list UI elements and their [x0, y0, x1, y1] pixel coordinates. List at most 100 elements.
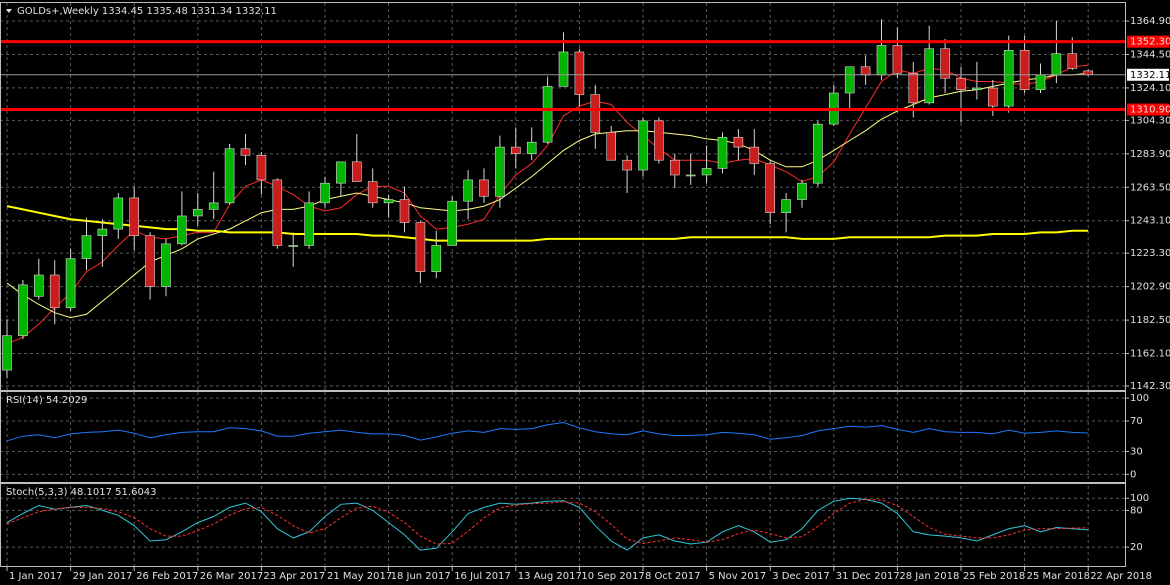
- x-tick-label: 25 Feb 2018: [963, 571, 1025, 582]
- series-line: [6, 205, 1089, 242]
- candle-body: [510, 146, 521, 154]
- y-tick-label: 1324.10: [1130, 83, 1170, 94]
- candle-body: [65, 258, 76, 309]
- rsi-pane: [0, 391, 1126, 483]
- y-tick-label: 1243.10: [1130, 216, 1170, 227]
- x-tick-label: 3 Dec 2017: [772, 571, 830, 582]
- candle-body: [177, 215, 187, 245]
- candle-body: [1035, 74, 1046, 91]
- candle-body: [129, 197, 139, 236]
- candle-body: [654, 120, 664, 161]
- candle-body: [558, 51, 569, 87]
- series-line: [6, 498, 1089, 545]
- y-tick-label: 1202.90: [1130, 282, 1170, 293]
- candle-body: [638, 120, 648, 171]
- x-tick-label: 31 Dec 2017: [836, 571, 900, 582]
- grid: [0, 3, 1125, 566]
- candle-body: [1051, 53, 1062, 76]
- menu-arrow: [6, 9, 12, 13]
- candle-body: [669, 159, 680, 176]
- candle-body: [590, 94, 601, 133]
- candle-body: [113, 197, 124, 230]
- x-tick-label: 18 Jun 2017: [391, 571, 451, 582]
- candle-body: [97, 228, 108, 236]
- y-tick-label: 100: [1130, 493, 1149, 504]
- y-tick-label: 1182.50: [1130, 315, 1170, 326]
- candle-body: [765, 163, 776, 213]
- candle-body: [272, 179, 283, 246]
- candle-body: [876, 45, 887, 76]
- x-tick-label: 26 Feb 2017: [136, 571, 198, 582]
- x-tick-label: 5 Nov 2017: [709, 571, 767, 582]
- x-tick-label: 25 Mar 2018: [1027, 571, 1090, 582]
- x-tick-label: 13 Aug 2017: [518, 571, 582, 582]
- labels: 1 Jan 2017 29 Jan 2017 26 Feb 2017 26 Mar 2…: [6, 16, 1170, 582]
- candle-body: [18, 284, 28, 336]
- series-line: [6, 497, 1089, 551]
- x-tick-label: 10 Sep 2017: [581, 571, 644, 582]
- x-tick-label: 23 Apr 2017: [263, 571, 325, 582]
- candle-body: [526, 141, 537, 154]
- candle-body: [1067, 53, 1078, 69]
- candle-body: [336, 161, 346, 184]
- level-label: 1310.90: [1130, 105, 1170, 116]
- candle-body: [908, 73, 919, 104]
- candle-body: [447, 200, 458, 246]
- candle-body: [813, 123, 823, 184]
- candle-body: [193, 209, 203, 217]
- y-tick-label: 30: [1130, 446, 1143, 457]
- candle-body: [304, 202, 314, 246]
- x-tick-label: 29 Jan 2017: [73, 571, 133, 582]
- candle-body: [733, 136, 744, 148]
- candle-body: [161, 243, 171, 287]
- y-tick-label: 1223.30: [1130, 248, 1170, 259]
- candle-body: [606, 132, 617, 161]
- candle-body: [431, 245, 442, 273]
- candle-body: [956, 77, 966, 91]
- candle-body: [463, 179, 473, 202]
- y-tick-label: 80: [1130, 505, 1143, 516]
- rsi-title: RSI(14) 54.2029: [6, 395, 87, 406]
- candle-body: [383, 199, 394, 204]
- candle-body: [1003, 50, 1014, 107]
- candle-body: [717, 136, 728, 169]
- series-line: [6, 421, 1089, 442]
- candle-body: [940, 48, 950, 79]
- x-tick-label: 1 Jan 2017: [9, 571, 63, 582]
- candle-body: [685, 174, 696, 177]
- y-tick-label: 100: [1130, 393, 1149, 404]
- y-tick-label: 1283.90: [1130, 149, 1170, 160]
- plot: [0, 19, 1125, 551]
- candle-body: [797, 182, 807, 200]
- candle-body: [81, 235, 92, 259]
- candle-body: [924, 48, 935, 104]
- y-tick-label: 1263.50: [1130, 182, 1170, 193]
- series-line: [6, 64, 1089, 345]
- y-tick-label: 1364.90: [1130, 16, 1170, 27]
- candle-body: [224, 148, 235, 204]
- x-tick-label: 8 Oct 2017: [645, 571, 700, 582]
- candle-body: [860, 66, 871, 76]
- candle-body: [972, 87, 982, 91]
- candle-body: [844, 66, 855, 94]
- candle-body: [892, 45, 903, 74]
- candle-body: [1083, 70, 1093, 76]
- candle-body: [479, 179, 489, 197]
- candle-body: [542, 86, 553, 143]
- candle-body: [415, 222, 426, 273]
- y-tick-label: 70: [1130, 416, 1143, 427]
- candle-body: [399, 199, 410, 223]
- candle-body: [367, 181, 378, 204]
- x-tick-label: 16 Jul 2017: [454, 571, 511, 582]
- y-tick-label: 1304.30: [1130, 115, 1170, 126]
- candle-body: [320, 182, 330, 204]
- candle-body: [749, 146, 760, 164]
- level-label: 1352.30: [1130, 37, 1170, 48]
- candle-body: [145, 235, 155, 287]
- candle-body: [1019, 50, 1030, 91]
- candle-body: [2, 335, 12, 371]
- stoch-pane: [0, 483, 1126, 567]
- candle-body: [33, 274, 44, 297]
